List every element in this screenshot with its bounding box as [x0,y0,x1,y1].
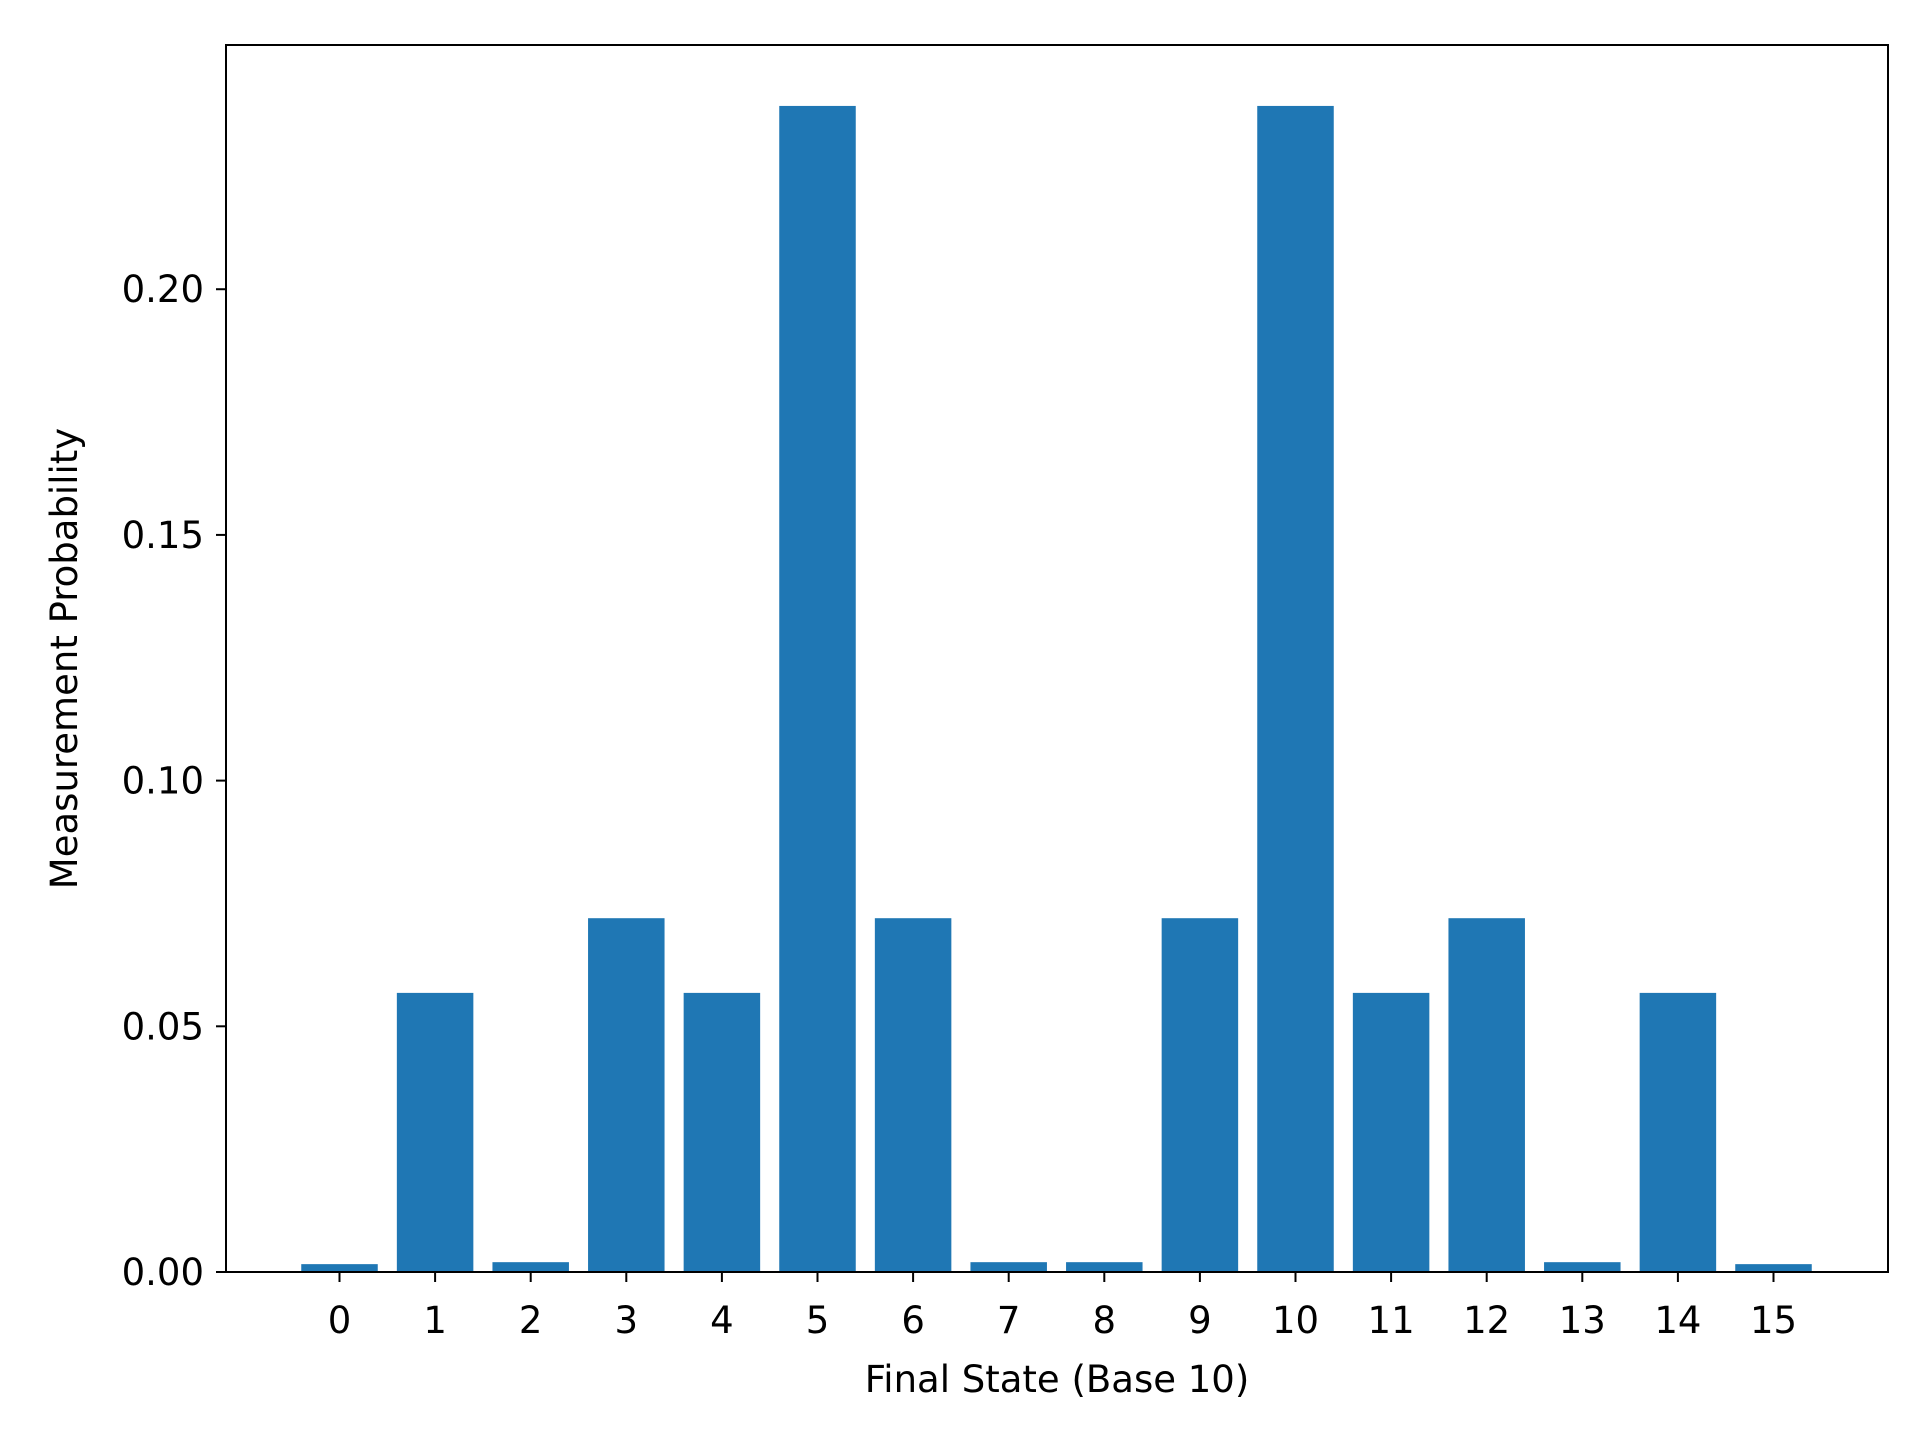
bar-14 [1639,992,1717,1272]
x-tick-label-7: 7 [997,1299,1021,1342]
bar-4 [683,992,761,1272]
bar-8 [1066,1262,1143,1272]
plot-frame [225,44,1889,1273]
x-tick-label-9: 9 [1188,1299,1212,1342]
bar-11 [1352,992,1430,1272]
x-axis-label: Final State (Base 10) [865,1358,1250,1401]
y-tick-label-0.20: 0.20 [122,268,204,311]
bar-12 [1448,918,1525,1272]
y-tick-label-0.10: 0.10 [122,760,204,803]
x-tick-label-10: 10 [1272,1299,1319,1342]
x-tick-label-15: 15 [1750,1299,1797,1342]
x-tick-label-13: 13 [1559,1299,1606,1342]
bars-group [301,105,1812,1272]
y-axis-label: Measurement Probability [43,428,86,889]
x-tick-label-6: 6 [901,1299,925,1342]
x-tick-label-3: 3 [615,1299,639,1342]
y-tick-label-0.15: 0.15 [122,514,204,557]
bar-9 [1161,918,1239,1272]
y-tick-label-0.05: 0.05 [122,1005,204,1048]
x-tick-label-2: 2 [519,1299,543,1342]
bar-10 [1257,105,1334,1272]
bar-1 [396,992,474,1272]
x-tick-label-12: 12 [1463,1299,1510,1342]
bar-6 [874,918,952,1272]
bar-5 [779,105,856,1272]
bar-0 [301,1264,378,1272]
bar-13 [1544,1262,1621,1272]
x-tick-label-5: 5 [806,1299,830,1342]
x-tick-label-8: 8 [1093,1299,1117,1342]
x-tick-label-0: 0 [328,1299,352,1342]
bar-7 [970,1262,1047,1272]
y-ticks-group: 0.00 0.05 0.10 0.15 0.20 [122,268,226,1294]
x-tick-label-1: 1 [423,1299,447,1342]
x-ticks-group: 0 1 2 3 4 5 6 7 8 9 10 11 12 13 14 15 [328,1272,1797,1342]
x-tick-label-4: 4 [710,1299,734,1342]
x-tick-label-14: 14 [1654,1299,1701,1342]
y-tick-label-0.00: 0.00 [122,1251,204,1294]
bar-15 [1735,1264,1812,1272]
bar-3 [588,918,665,1272]
bar-2 [492,1262,569,1272]
x-tick-label-11: 11 [1368,1299,1415,1342]
